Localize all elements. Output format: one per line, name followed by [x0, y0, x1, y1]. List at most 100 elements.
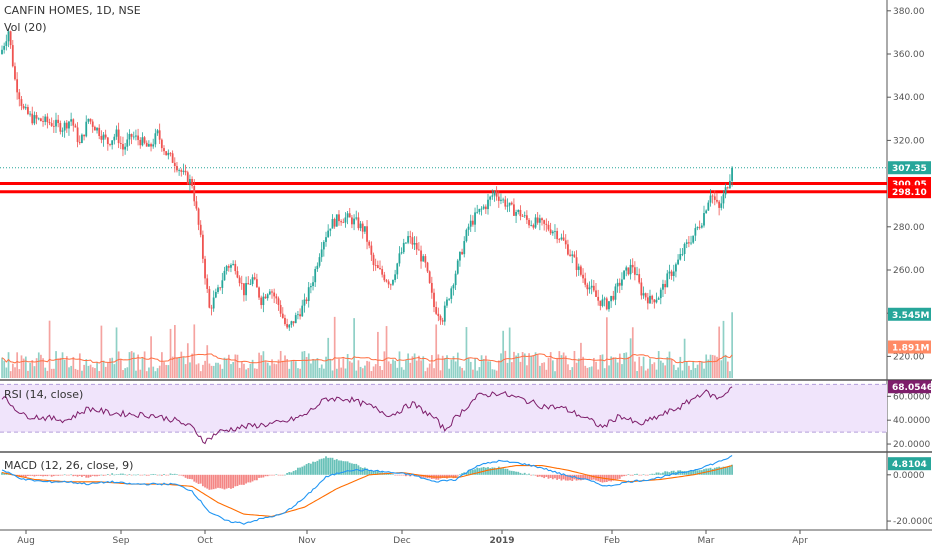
- volume-bar: [357, 360, 360, 378]
- macd-histogram-bar: [534, 474, 537, 476]
- candle-body: [286, 324, 289, 328]
- macd-histogram-bar: [193, 474, 196, 482]
- volume-bar: [223, 357, 226, 378]
- volume-bar: [683, 338, 686, 378]
- volume-bar: [44, 367, 47, 378]
- candle-body: [502, 199, 505, 201]
- volume-bar: [9, 371, 12, 378]
- volume-bar: [316, 358, 319, 378]
- candle-body: [716, 199, 718, 202]
- macd-histogram-bar: [724, 466, 727, 475]
- volume-bar: [623, 352, 625, 378]
- macd-histogram-bar: [394, 474, 397, 476]
- volume-bar: [392, 359, 394, 378]
- volume-bar: [649, 358, 651, 378]
- candle-body: [325, 237, 327, 242]
- candle-body: [359, 223, 362, 229]
- volume-bar: [454, 361, 457, 378]
- volume-bar: [130, 351, 133, 378]
- macd-histogram-bar: [27, 474, 29, 477]
- macd-histogram-bar: [81, 474, 83, 477]
- macd-histogram-bar: [726, 466, 729, 475]
- candle-body: [173, 162, 176, 167]
- candle-body: [344, 217, 347, 223]
- candle-body: [605, 298, 608, 310]
- candle-body: [182, 170, 185, 172]
- macd-histogram-bar: [353, 463, 355, 475]
- macd-histogram-bar: [564, 474, 567, 481]
- volume-bar: [342, 358, 345, 378]
- rsi-line: [1, 386, 733, 445]
- candle-body: [707, 202, 710, 211]
- volume-bar: [510, 362, 513, 378]
- candle-body: [61, 130, 64, 132]
- volume-bar: [433, 368, 435, 378]
- volume-bar: [109, 358, 111, 378]
- macd-histogram-bar: [610, 474, 613, 482]
- candle-body: [556, 230, 559, 240]
- macd-histogram-bar: [297, 467, 299, 475]
- volume-bar: [262, 351, 265, 378]
- volume-bar: [145, 371, 148, 378]
- macd-histogram-bar: [318, 459, 321, 475]
- volume-bar: [660, 360, 662, 378]
- volume-bar: [344, 368, 347, 378]
- candle-body: [165, 151, 168, 156]
- price-tick-label: 280.00: [893, 223, 925, 233]
- macd-histogram-bar: [392, 474, 394, 476]
- candle-body: [417, 249, 420, 251]
- time-axis-label: Dec: [393, 536, 410, 546]
- volume-bar: [698, 361, 701, 378]
- candle-body: [320, 249, 323, 258]
- volume-bar: [662, 362, 664, 378]
- volume-bar: [502, 330, 505, 378]
- candle-body: [653, 299, 656, 303]
- volume-bar: [450, 359, 453, 378]
- macd-histogram-bar: [167, 474, 170, 476]
- macd-histogram-bar: [70, 474, 73, 476]
- candle-body: [150, 144, 152, 147]
- volume-bar: [647, 368, 649, 378]
- macd-histogram-bar: [106, 474, 109, 475]
- candle-body: [227, 266, 230, 268]
- volume-bar: [14, 367, 16, 378]
- macd-histogram-bar: [597, 474, 600, 482]
- volume-bar: [571, 367, 574, 378]
- candle-body: [245, 283, 247, 296]
- resistance-bottom-badge: 298.10: [892, 188, 927, 198]
- volume-bar: [618, 353, 621, 378]
- macd-tick-label: 0.0000: [893, 471, 925, 481]
- macd-histogram-bar: [271, 474, 273, 476]
- volume-bar: [532, 355, 535, 378]
- candle-body: [694, 228, 697, 236]
- candle-body: [726, 187, 729, 189]
- candle-body: [439, 316, 442, 321]
- volume-bar: [83, 364, 85, 378]
- macd-histogram-bar: [210, 474, 213, 490]
- candle-body: [70, 119, 73, 122]
- volume-bar: [467, 357, 470, 378]
- macd-histogram-bar: [601, 474, 604, 483]
- macd-histogram-bar: [33, 474, 36, 477]
- volume-bar: [68, 367, 70, 378]
- volume-bar: [677, 367, 679, 378]
- candle-body: [489, 196, 492, 200]
- volume-bar: [325, 356, 327, 378]
- candle-body: [169, 152, 172, 154]
- candle-body: [474, 212, 476, 225]
- volume-bar: [232, 362, 235, 378]
- macd-histogram-bar: [398, 474, 401, 476]
- macd-histogram-bar: [513, 471, 515, 475]
- macd-tick-label: -20.0000: [893, 517, 932, 527]
- macd-histogram-bar: [411, 474, 414, 476]
- volume-bar: [245, 369, 247, 378]
- volume-bar: [208, 363, 211, 378]
- candle-body: [584, 278, 587, 285]
- macd-histogram-bar: [299, 467, 301, 475]
- candle-body: [392, 279, 394, 285]
- macd-histogram-bar: [238, 474, 241, 485]
- candle-body: [536, 217, 539, 223]
- volume-bar: [491, 369, 494, 378]
- candle-body: [266, 294, 269, 299]
